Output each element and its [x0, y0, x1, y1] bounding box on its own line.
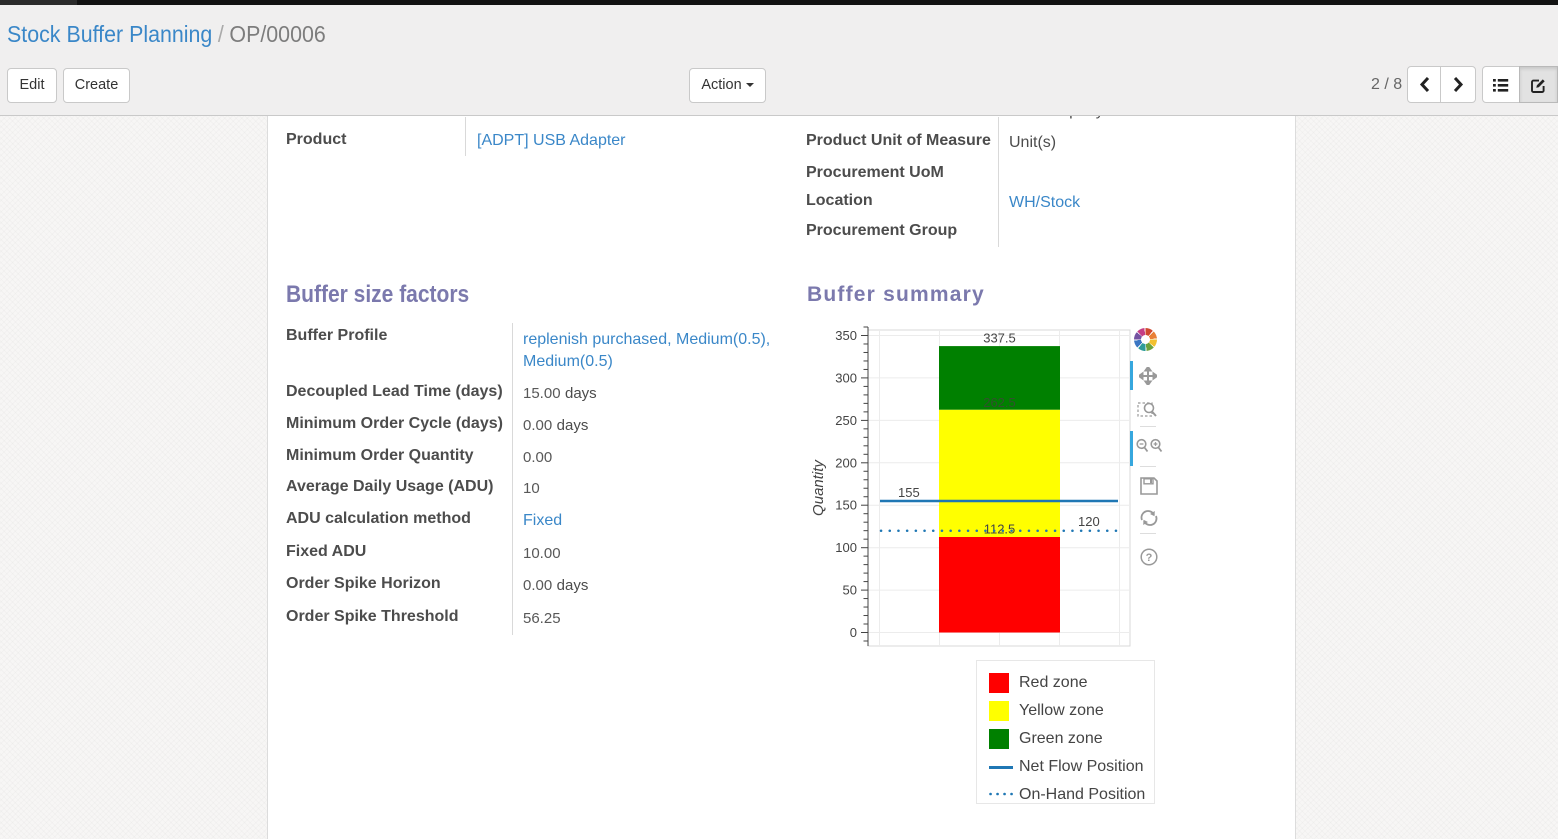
- svg-text:112.5: 112.5: [984, 522, 1016, 537]
- svg-text:262.5: 262.5: [983, 395, 1016, 410]
- svg-text:337.5: 337.5: [983, 330, 1016, 345]
- svg-text:350: 350: [835, 328, 857, 343]
- svg-text:300: 300: [835, 370, 857, 385]
- svg-text:0: 0: [850, 625, 857, 640]
- svg-text:?: ?: [1146, 552, 1153, 564]
- svg-text:250: 250: [835, 413, 857, 428]
- svg-text:100: 100: [835, 540, 857, 555]
- svg-text:150: 150: [835, 498, 857, 513]
- svg-text:50: 50: [843, 583, 857, 598]
- svg-text:200: 200: [835, 455, 857, 470]
- svg-text:Quantity: Quantity: [810, 459, 827, 516]
- svg-text:120: 120: [1078, 514, 1100, 529]
- svg-text:155: 155: [898, 485, 920, 500]
